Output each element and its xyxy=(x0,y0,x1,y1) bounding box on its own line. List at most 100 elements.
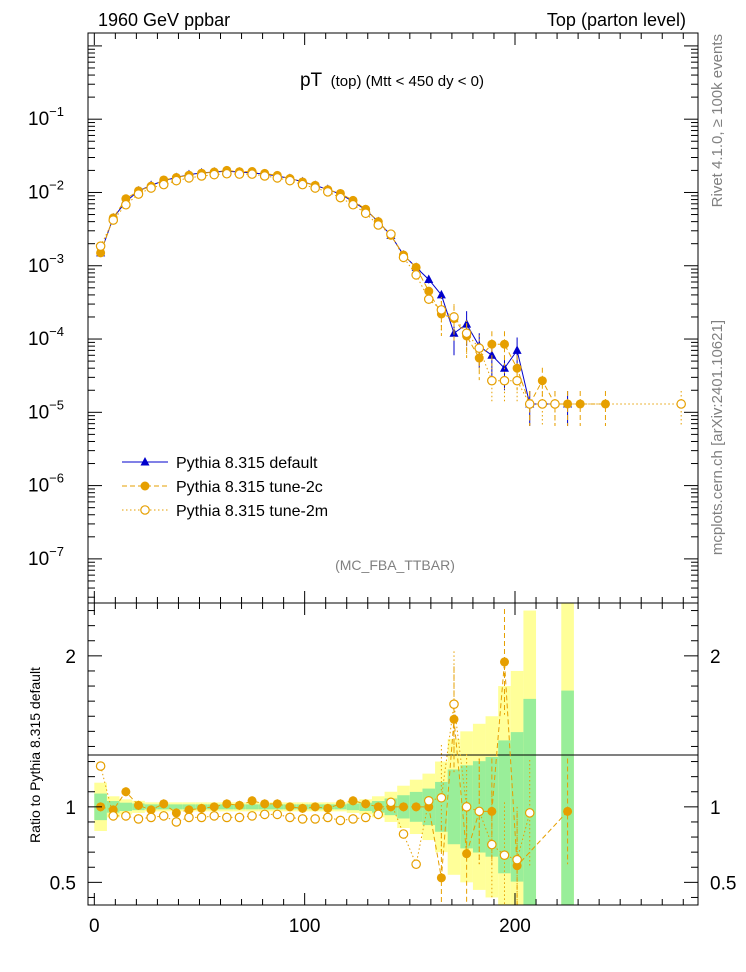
y-tick-base: 10 xyxy=(28,109,49,130)
y-tick-label: 10−5 xyxy=(28,397,64,423)
y-tick-base: 10 xyxy=(28,476,49,497)
ratio-point xyxy=(474,806,485,817)
legend-marker xyxy=(140,505,150,515)
y-tick-exponent: −6 xyxy=(49,471,64,486)
data-point xyxy=(512,345,522,354)
y-tick-label: 10−7 xyxy=(28,544,64,570)
data-point xyxy=(487,339,497,349)
rivet-label: Rivet 4.1.0, ≥ 100k events xyxy=(709,34,726,207)
ratio-point xyxy=(386,797,396,808)
ratio-point xyxy=(360,812,371,823)
data-point xyxy=(158,179,169,190)
x-tick-label: 200 xyxy=(499,916,531,937)
data-point xyxy=(234,169,245,179)
y-tick-exponent: −4 xyxy=(49,324,64,339)
ratio-point xyxy=(95,761,106,771)
title-sub: (top) (Mtt < 450 dy < 0) xyxy=(331,73,484,90)
ratio-point xyxy=(310,814,320,824)
data-point xyxy=(121,199,131,210)
ratio-point xyxy=(234,812,245,823)
data-point xyxy=(272,173,283,183)
data-point xyxy=(196,171,207,181)
ratio-band-green xyxy=(119,802,133,812)
x-tick-label: 100 xyxy=(289,916,321,937)
legend-label: Pythia 8.315 default xyxy=(176,455,318,472)
ratio-point xyxy=(209,811,220,821)
ratio-point xyxy=(436,873,446,883)
ratio-point xyxy=(436,792,447,803)
ratio-tick-label-right: 1 xyxy=(710,798,721,819)
data-point xyxy=(146,183,156,193)
ratio-point xyxy=(563,806,573,816)
y-tick-label: 10−3 xyxy=(28,251,64,277)
header-right: Top (parton level) xyxy=(547,10,686,30)
data-point xyxy=(436,289,446,299)
ratio-tick-label-right: 2 xyxy=(710,647,721,668)
data-point xyxy=(373,220,384,230)
ratio-point xyxy=(146,812,156,823)
ratio-point xyxy=(348,814,358,824)
ratio-tick-label-left: 0.5 xyxy=(50,873,76,894)
ratio-series xyxy=(95,609,573,905)
data-point xyxy=(575,399,585,409)
y-tick-exponent: −5 xyxy=(49,397,64,412)
ratio-point xyxy=(499,657,509,667)
ratio-point xyxy=(171,808,181,818)
ratio-point xyxy=(462,849,472,859)
x-tick-labels: 0 100 200 xyxy=(89,916,531,937)
chart-title: pT (top) (Mtt < 450 dy < 0) xyxy=(300,70,484,91)
data-point xyxy=(398,252,409,263)
ratio-point xyxy=(373,802,383,812)
data-point xyxy=(259,171,270,181)
ratio-point xyxy=(399,802,409,812)
ratio-band-green xyxy=(346,803,360,811)
axis-ticks xyxy=(88,33,698,905)
ratio-point xyxy=(260,799,270,809)
data-point xyxy=(461,328,472,339)
y-tick-labels: 10−110−210−310−410−510−610−7 xyxy=(28,104,64,570)
data-point xyxy=(550,399,560,409)
y-tick-exponent: −3 xyxy=(49,251,64,266)
ratio-point xyxy=(247,796,257,806)
data-point xyxy=(322,187,333,197)
data-point xyxy=(436,305,447,315)
y-tick-base: 10 xyxy=(28,256,49,277)
data-point xyxy=(676,399,686,409)
ratio-line xyxy=(100,661,568,878)
ratio-point xyxy=(487,806,497,816)
ratio-point xyxy=(222,799,232,809)
ratio-point xyxy=(184,812,194,823)
ratio-point xyxy=(398,829,409,839)
data-point xyxy=(487,375,497,386)
y-tick-exponent: −1 xyxy=(49,104,64,119)
data-point xyxy=(133,189,144,199)
ratio-point xyxy=(171,817,182,827)
data-point xyxy=(310,183,320,193)
legend-marker xyxy=(140,457,150,466)
ratio-point xyxy=(423,796,434,806)
data-point xyxy=(449,312,459,322)
legend: Pythia 8.315 default Pythia 8.315 tune-2c… xyxy=(122,455,328,520)
ratio-band-green xyxy=(523,698,537,905)
data-point xyxy=(209,169,220,180)
data-point xyxy=(424,286,434,296)
ratio-point xyxy=(298,803,308,813)
ratio-tick-labels: 0.5 0.5 1 1 2 2 xyxy=(50,647,737,895)
data-point xyxy=(423,294,434,304)
data-point xyxy=(386,229,396,239)
ratio-band-green xyxy=(561,690,574,905)
data-point xyxy=(411,270,421,280)
ratio-point xyxy=(449,699,459,709)
ratio-point xyxy=(348,796,358,806)
ratio-point xyxy=(158,811,169,821)
ratio-point xyxy=(335,799,345,809)
ratio-band-green xyxy=(245,804,259,810)
ratio-point xyxy=(524,808,535,818)
ratio-tick-label-right: 0.5 xyxy=(710,873,736,894)
y-tick-label: 10−4 xyxy=(28,324,64,350)
data-point xyxy=(184,173,194,183)
data-point xyxy=(424,274,434,283)
legend-label: Pythia 8.315 tune-2m xyxy=(176,503,328,520)
